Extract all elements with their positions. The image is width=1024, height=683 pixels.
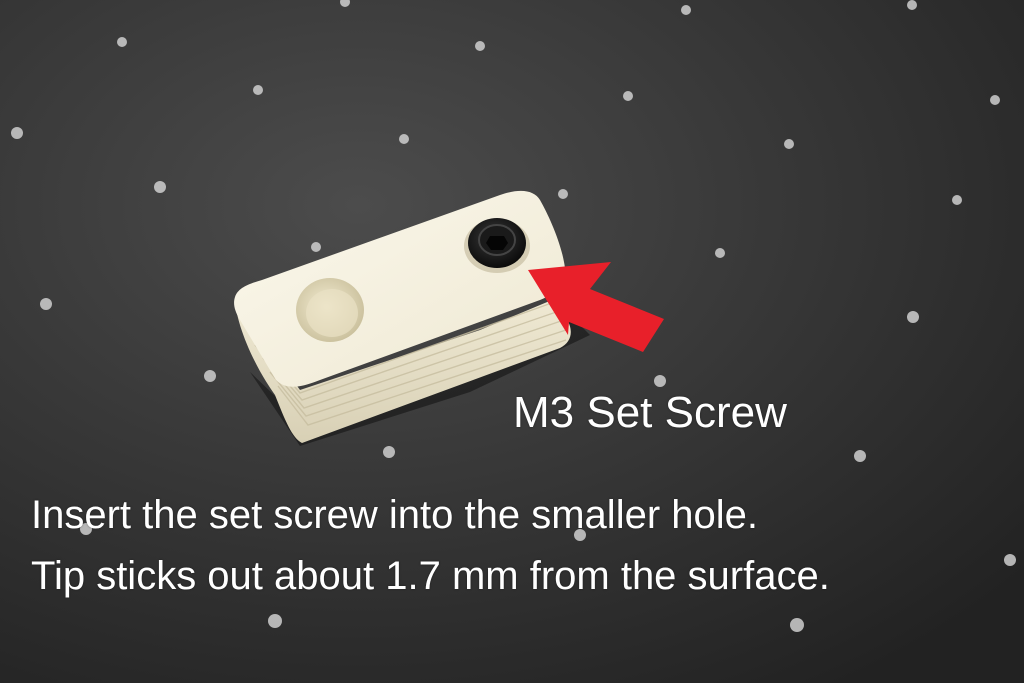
m3-set-screw bbox=[464, 218, 530, 273]
callout-label: M3 Set Screw bbox=[513, 388, 787, 437]
mat-dots bbox=[11, 0, 1016, 632]
red-arrow-icon bbox=[528, 262, 664, 352]
instruction-text-line-1: Insert the set screw into the smaller ho… bbox=[31, 493, 758, 537]
instruction-text-line-2: Tip sticks out about 1.7 mm from the sur… bbox=[31, 554, 830, 598]
